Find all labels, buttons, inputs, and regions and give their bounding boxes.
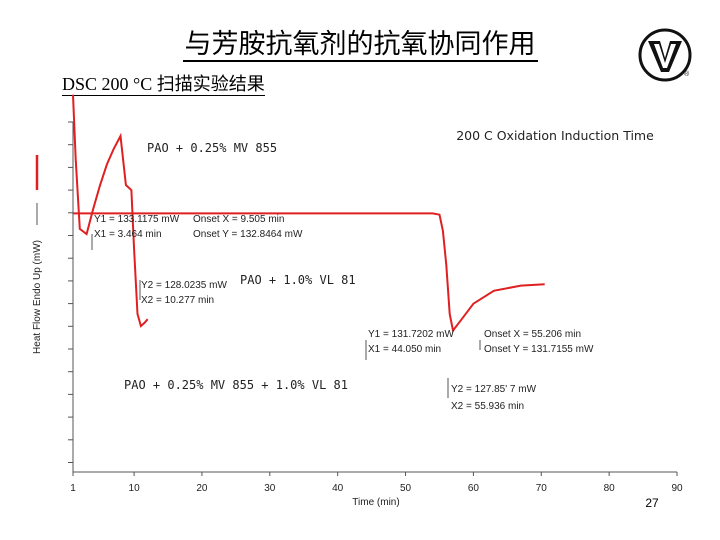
x-tick-label: 20 bbox=[196, 483, 208, 494]
annotation-x1-b: X1 = 44.050 min bbox=[368, 344, 441, 355]
x-tick-label: 90 bbox=[671, 483, 683, 494]
series-label-mv855: PAO + 0.25% MV 855 bbox=[147, 141, 277, 155]
x-tick-label: 70 bbox=[536, 483, 548, 494]
x-tick-label: 80 bbox=[604, 483, 616, 494]
logo-v-inner bbox=[654, 44, 676, 68]
chart-title: 200 C Oxidation Induction Time bbox=[456, 128, 654, 143]
annotation-y2-b: Y2 = 127.85' 7 mW bbox=[451, 384, 537, 395]
x-tick-label: 40 bbox=[332, 483, 344, 494]
annotation-x2-a: X2 = 10.277 min bbox=[141, 295, 214, 306]
x-axis-label: Time (min) bbox=[352, 497, 399, 508]
annotation-y2-a: Y2 = 128.0235 mW bbox=[141, 280, 227, 291]
logo-v-icon: ® bbox=[638, 28, 692, 82]
series-label-mv855-vl81: PAO + 0.25% MV 855 + 1.0% VL 81 bbox=[124, 378, 348, 392]
y-axis-label: Heat Flow Endo Up (mW) bbox=[32, 240, 43, 354]
annotation-y1-a: Y1 = 133.1175 mW bbox=[94, 214, 180, 225]
series-line-mv855-vl81 bbox=[73, 212, 545, 333]
page-number: 27 bbox=[645, 496, 659, 510]
annotation-onset-y-b: Onset Y = 131.7155 mW bbox=[484, 344, 594, 355]
annotation-x1-a: X1 = 3.464 min bbox=[94, 229, 162, 240]
annotation-y1-b: Y1 = 131.7202 mW bbox=[368, 329, 454, 340]
x-tick-marks: 1 10 20 30 40 50 60 70 80 90 bbox=[70, 472, 683, 494]
series-label-vl81: PAO + 1.0% VL 81 bbox=[240, 273, 356, 287]
annotation-x2-b: X2 = 55.936 min bbox=[451, 401, 524, 412]
slide-title: 与芳胺抗氧剂的抗氧协同作用 bbox=[0, 22, 720, 62]
x-tick-label: 1 bbox=[70, 483, 76, 494]
slide-subtitle: DSC 200 °C 扫描实验结果 bbox=[62, 74, 265, 96]
annotation-onset-x-a: Onset X = 9.505 min bbox=[193, 214, 284, 225]
x-tick-label: 50 bbox=[400, 483, 412, 494]
series-line-mv855 bbox=[72, 94, 149, 328]
x-tick-label: 10 bbox=[129, 483, 141, 494]
annotation-onset-x-b: Onset X = 55.206 min bbox=[484, 329, 581, 340]
logo-registered-mark: ® bbox=[684, 70, 690, 78]
annotation-onset-y-a: Onset Y = 132.8464 mW bbox=[193, 229, 303, 240]
onset-markers bbox=[91, 234, 481, 398]
slide-title-text: 与芳胺抗氧剂的抗氧协同作用 bbox=[182, 29, 538, 62]
y-tick-marks bbox=[68, 121, 73, 463]
x-tick-label: 60 bbox=[468, 483, 480, 494]
x-tick-label: 30 bbox=[264, 483, 276, 494]
